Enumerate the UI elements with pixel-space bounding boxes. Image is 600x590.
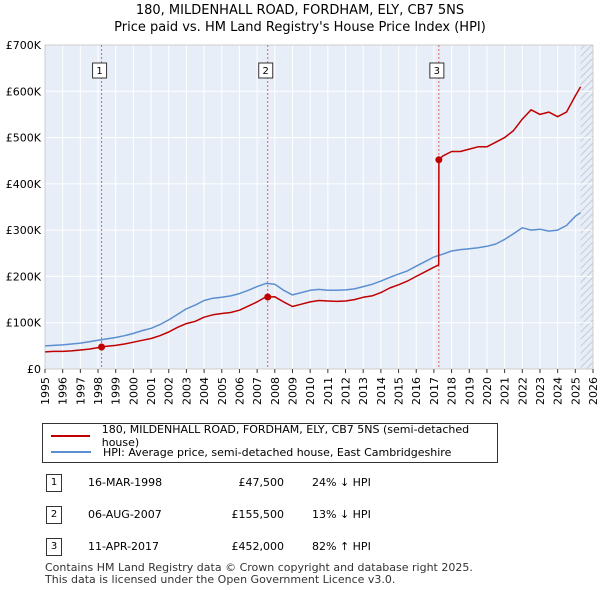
- transaction-hpi-diff: 24% ↓ HPI: [312, 476, 371, 489]
- chart-legend: 180, MILDENHALL ROAD, FORDHAM, ELY, CB7 …: [42, 423, 498, 463]
- sale-point: [264, 293, 272, 301]
- footer-licence: This data is licensed under the Open Gov…: [45, 573, 396, 586]
- transaction-price: £155,500: [231, 508, 285, 521]
- x-tick-label: 2026: [587, 377, 600, 405]
- transaction-date: 06-AUG-2007: [88, 508, 162, 521]
- x-tick-label: 2008: [269, 377, 282, 405]
- x-tick-label: 2024: [552, 377, 565, 405]
- x-tick-label: 2001: [145, 377, 158, 405]
- x-tick-label: 2012: [340, 377, 353, 405]
- plot-area: [45, 45, 593, 369]
- price-chart: 1 2 3 £0 £100K £200K £300K £400K £500K £600K £700K…: [6, 39, 600, 405]
- legend-price-swatch: [51, 435, 90, 437]
- legend-hpi-swatch: [51, 451, 91, 453]
- x-tick-label: 1998: [92, 377, 105, 405]
- legend-item-hpi: HPI: Average price, semi-detached house,…: [51, 444, 451, 460]
- transaction-hpi-diff: 13% ↓ HPI: [312, 508, 371, 521]
- legend-price-label: 180, MILDENHALL ROAD, FORDHAM, ELY, CB7 …: [101, 423, 470, 449]
- x-tick-label: 2003: [180, 377, 193, 405]
- sale-marker-box: [429, 62, 445, 79]
- y-tick-label: £100K: [6, 317, 42, 330]
- x-tick-label: 2013: [357, 377, 370, 405]
- transaction-number-badge: 2: [46, 506, 62, 524]
- x-tick-label: 2019: [463, 377, 476, 405]
- x-tick-label: 2005: [216, 377, 229, 405]
- x-tick-label: 2002: [163, 377, 176, 405]
- legend-hpi-label: HPI: Average price, semi-detached house,…: [103, 445, 452, 459]
- y-tick-label: £200K: [6, 270, 42, 283]
- x-tick-label: 1999: [110, 377, 123, 405]
- y-tick-label: £400K: [6, 178, 42, 191]
- sale-marker-label: 3: [434, 66, 440, 77]
- x-tick-label: 2023: [534, 377, 547, 405]
- x-tick-label: 1996: [57, 377, 70, 405]
- transaction-number-badge: 3: [46, 538, 62, 556]
- price-paid-line: [44, 86, 582, 353]
- sale-marker-box: [258, 62, 274, 79]
- x-tick-label: 2015: [393, 377, 406, 405]
- sale-marker-label: 1: [96, 66, 102, 77]
- transaction-price: £452,000: [231, 540, 285, 553]
- transaction-number-badge: 1: [46, 474, 62, 492]
- x-tick-label: 2000: [127, 377, 140, 405]
- x-tick-label: 2011: [322, 377, 335, 405]
- x-tick-label: 2018: [446, 377, 459, 405]
- transaction-price: £47,500: [238, 476, 285, 489]
- sale-point: [98, 343, 106, 351]
- legend-item-price: 180, MILDENHALL ROAD, FORDHAM, ELY, CB7 …: [51, 423, 497, 449]
- sale-point: [435, 156, 443, 164]
- x-tick-label: 2016: [410, 377, 423, 405]
- chart-title: 180, MILDENHALL ROAD, FORDHAM, ELY, CB7 …: [135, 3, 465, 18]
- x-tick-label: 2006: [233, 377, 246, 405]
- x-tick-label: 1995: [39, 377, 52, 405]
- plot-border: [44, 44, 594, 370]
- y-tick-label: £700K: [6, 39, 42, 52]
- transaction-date: 11-APR-2017: [88, 540, 160, 553]
- x-tick-label: 2021: [499, 377, 512, 405]
- hpi-line: [44, 211, 582, 347]
- forecast-hatch: [580, 45, 593, 369]
- x-tick-label: 2020: [481, 377, 494, 405]
- x-tick-label: 2022: [516, 377, 529, 405]
- x-tick-label: 1997: [74, 377, 87, 405]
- sale-marker-label: 2: [263, 66, 269, 77]
- y-tick-label: £300K: [6, 224, 42, 237]
- y-tick-label: £600K: [6, 85, 42, 98]
- sale-marker-box: [92, 62, 108, 79]
- transaction-date: 16-MAR-1998: [88, 476, 163, 489]
- x-tick-label: 2025: [569, 377, 582, 405]
- x-tick-label: 2009: [286, 377, 299, 405]
- x-tick-label: 2007: [251, 377, 264, 405]
- x-tick-label: 2010: [304, 377, 317, 405]
- transaction-hpi-diff: 82% ↑ HPI: [312, 540, 371, 553]
- chart-subtitle: Price paid vs. HM Land Registry's House …: [114, 20, 486, 35]
- y-tick-label: £0: [27, 363, 41, 376]
- x-tick-label: 2004: [198, 377, 211, 405]
- y-tick-label: £500K: [6, 132, 42, 145]
- x-tick-label: 2017: [428, 377, 441, 405]
- x-tick-label: 2014: [375, 377, 388, 405]
- footer-copyright: Contains HM Land Registry data © Crown c…: [45, 561, 473, 574]
